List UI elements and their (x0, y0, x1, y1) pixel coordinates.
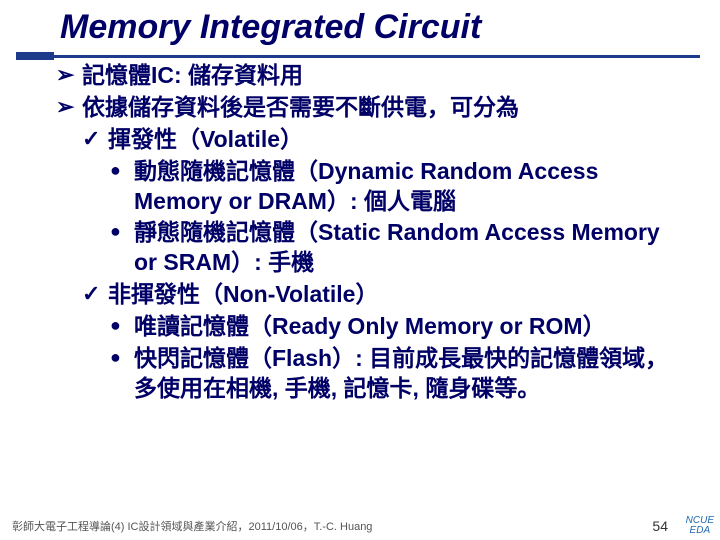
logo-text-bottom: EDA (686, 526, 714, 536)
footer: 彰師大電子工程導論(4) IC設計領域與產業介紹，2011/10/06，T.-C… (12, 518, 708, 534)
title-accent-block (16, 52, 54, 60)
bullet-lvl1: 記憶體IC: 儲存資料用 (56, 61, 684, 91)
logo-badge: NCUE EDA (686, 516, 714, 536)
bullet-lvl2: 揮發性（Volatile） (82, 125, 684, 155)
bullet-lvl3: 快閃記憶體（Flash）: 目前成長最快的記憶體領域，多使用在相機, 手機, 記… (108, 344, 684, 404)
title-underline (54, 55, 700, 58)
bullet-lvl3: 靜態隨機記憶體（Static Random Access Memory or S… (108, 218, 684, 278)
page-number: 54 (652, 518, 668, 534)
bullet-lvl3: 動態隨機記憶體（Dynamic Random Access Memory or … (108, 157, 684, 217)
bullet-lvl3: 唯讀記憶體（Ready Only Memory or ROM） (108, 312, 684, 342)
slide-body: 記憶體IC: 儲存資料用 依據儲存資料後是否需要不斷供電，可分為 揮發性（Vol… (0, 51, 720, 404)
bullet-lvl2: 非揮發性（Non-Volatile） (82, 280, 684, 310)
slide-title: Memory Integrated Circuit (60, 8, 720, 47)
bullet-lvl1: 依據儲存資料後是否需要不斷供電，可分為 (56, 93, 684, 123)
footer-left-text: 彰師大電子工程導論(4) IC設計領域與產業介紹，2011/10/06，T.-C… (12, 518, 372, 534)
